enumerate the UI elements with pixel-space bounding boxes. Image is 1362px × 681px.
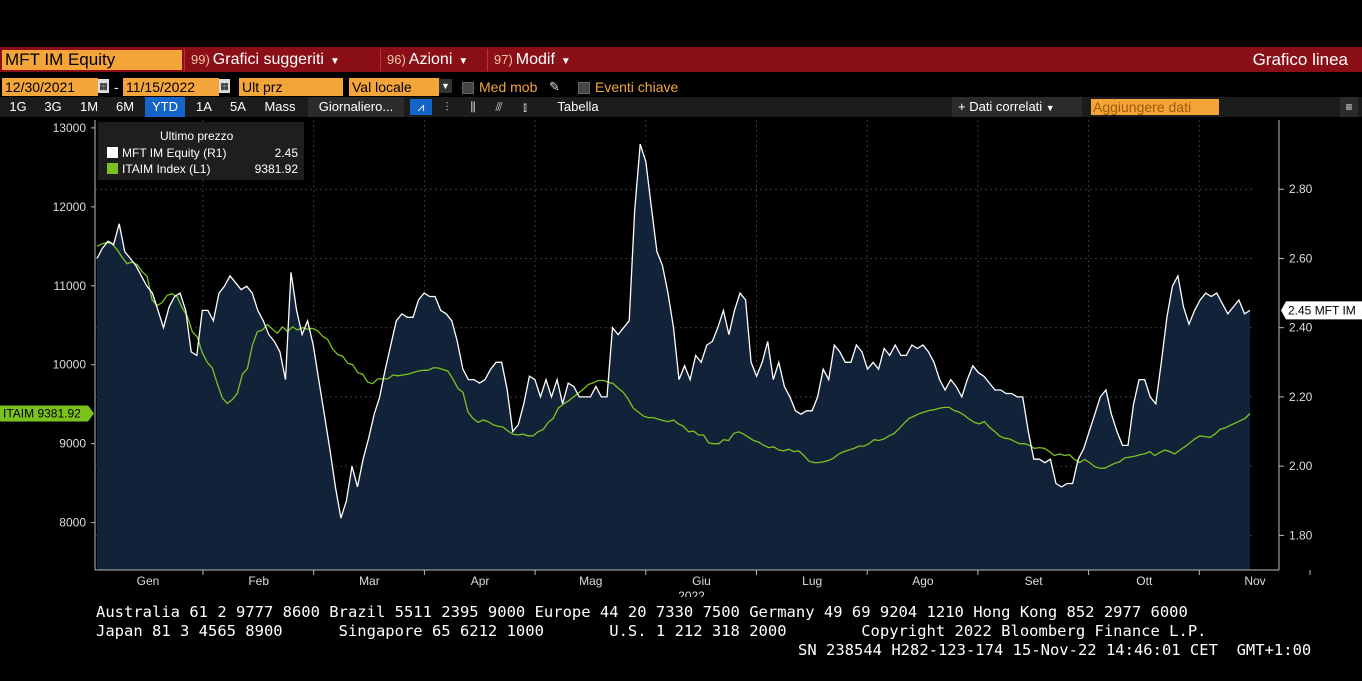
menu-label: Modif [515,51,555,68]
tab-6m[interactable]: 6M [115,99,135,114]
currency-select[interactable]: Val locale [349,78,439,96]
tab-5a[interactable]: 5A [230,99,246,114]
calendar-icon[interactable]: ▦ [219,79,230,93]
menu-edit[interactable]: 97) Modif ▼ [487,49,587,71]
footer-contacts-line2: Japan 81 3 4565 8900 Singapore 65 6212 1… [96,622,1207,640]
menu-label: Grafici suggeriti [212,51,324,68]
left-tick-label: 8000 [59,516,86,530]
price-chart[interactable]: 8000 9000 10000 11000 12000 13000 1.80 2.00 2.20… [0,117,1362,597]
key-events-checkbox[interactable] [578,82,590,94]
right-tick-label: 1.80 [1289,528,1313,542]
frequency-select[interactable]: Giornaliero... [308,97,404,117]
itaim-last-badge [0,405,88,422]
key-events-label: Eventi chiave [595,79,679,95]
pencil-icon[interactable]: ✎ [549,79,560,94]
menu-number: 97) [494,52,513,67]
chevron-down-icon: ▼ [560,56,571,67]
menu-number: 96) [387,52,406,67]
left-tick-label: 10000 [53,358,87,372]
mft-last-badge [1281,301,1362,320]
date-separator: - [114,79,119,95]
tab-1a[interactable]: 1A [196,99,212,114]
related-data-label: + Dati correlati [958,99,1043,114]
menu-actions[interactable]: 96) Azioni ▼ [380,49,486,71]
calendar-icon[interactable]: ▦ [98,79,109,93]
legend-item-value: 2.45 [274,146,298,160]
tab-1m[interactable]: 1M [79,99,99,114]
x-tick-label: Ott [1136,574,1153,588]
series-line-mft [96,143,1251,519]
legend-item-name: MFT IM Equity (R1) [122,146,227,160]
x-tick-label: Nov [1244,574,1265,588]
options-menu-icon[interactable]: ≡ [1340,97,1358,117]
moving-average-label: Med mob [479,79,538,95]
x-tick-label: Apr [471,574,490,588]
ticker-input[interactable]: MFT IM Equity [2,50,182,70]
right-tick-label: 2.40 [1289,321,1313,335]
x-tick-label: Feb [248,574,269,588]
tab-3g[interactable]: 3G [44,99,62,114]
chart-legend[interactable]: Ultimo prezzo MFT IM Equity (R1) 2.45 IT… [98,122,304,180]
legend-item-mft: MFT IM Equity (R1) [107,146,226,160]
bar-chart-icon[interactable]: ⫾ [523,100,527,114]
right-tick-label: 2.00 [1289,459,1313,473]
menu-label: Azioni [408,51,453,68]
footer-session-info: SN 238544 H282-123-174 15-Nov-22 14:46:0… [798,641,1312,659]
series-lines [96,143,1251,519]
x-tick-label: Mar [359,574,380,588]
x-tick-label: Lug [802,574,822,588]
price-field-select[interactable]: Ult prz [239,78,343,96]
table-button[interactable]: Tabella [557,99,599,114]
legend-swatch [107,163,118,174]
legend-swatch [107,147,118,158]
left-tick-label: 12000 [53,200,87,214]
footer-contacts-line1: Australia 61 2 9777 8600 Brazil 5511 239… [96,603,1188,621]
left-tick-label: 9000 [59,437,86,451]
legend-item-value: 9381.92 [254,162,298,176]
mft-last-badge-text: 2.45 MFT IM [1288,303,1356,317]
mft-area [97,144,1250,570]
x-tick-label: Gen [137,574,160,588]
chevron-down-icon: ▼ [329,56,340,67]
mft-area-fill [97,144,1250,570]
end-date-field[interactable]: 11/15/2022 [123,78,219,96]
ohlc-bar-icon[interactable]: ⫼ [470,100,476,114]
chart-axes [91,120,1311,575]
chevron-down-icon: ▼ [458,56,469,67]
related-data-dropdown[interactable]: + Dati correlati ▼ [952,97,1082,117]
legend-title: Ultimo prezzo [160,129,234,143]
hlc-bar-icon[interactable]: ⫻ [495,100,503,114]
right-tick-label: 2.80 [1289,182,1313,196]
line-chart-icon[interactable]: ⩘ [410,99,432,115]
chevron-down-icon[interactable]: ▼ [439,79,452,93]
itaim-last-badge-text: ITAIM 9381.92 [3,407,81,421]
legend-item-itaim: ITAIM Index (L1) [107,162,210,176]
x-tick-label: Giu [692,574,711,588]
chart-type-title: Grafico linea [1252,50,1348,69]
left-tick-label: 11000 [54,279,87,293]
menu-suggested-charts[interactable]: 99) Grafici suggeriti ▼ [184,49,379,71]
itaim-badge-pointer [88,405,94,422]
series-line-itaim [96,241,1251,469]
menu-number: 99) [191,52,210,67]
start-date-field[interactable]: 12/30/2021 [2,78,98,96]
left-tick-label: 13000 [53,121,87,135]
x-tick-label: Set [1025,574,1044,588]
axis-labels: 8000 9000 10000 11000 12000 13000 1.80 2.00 2.20… [0,121,1362,597]
right-tick-label: 2.20 [1289,390,1313,404]
tab-1g[interactable]: 1G [9,99,27,114]
legend-item-name: ITAIM Index (L1) [122,162,211,176]
add-data-input[interactable]: Aggiungere dati [1091,99,1219,115]
tab-max[interactable]: Mass [264,99,296,114]
chevron-down-icon: ▼ [1045,103,1055,113]
right-tick-label: 2.60 [1289,251,1313,265]
candlestick-icon[interactable]: ⫶ [445,100,449,114]
tab-ytd[interactable]: YTD [145,97,185,117]
year-label: 2022 [678,589,705,597]
moving-average-checkbox[interactable] [462,82,474,94]
x-tick-label: Mag [579,574,602,588]
x-tick-label: Ago [912,574,934,588]
function-bar [0,47,1362,72]
